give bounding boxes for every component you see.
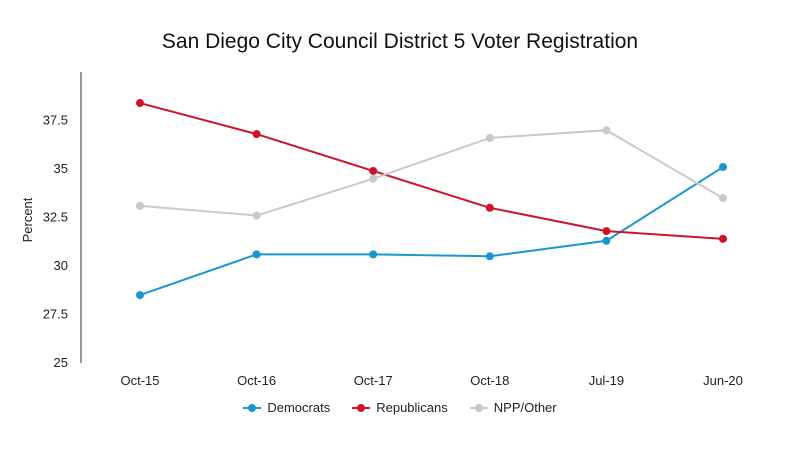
- legend-item-democrats: Democrats: [243, 400, 330, 415]
- x-tick-label: Oct-17: [354, 373, 393, 388]
- y-tick-label: 30: [54, 258, 68, 273]
- y-tick-label: 37.5: [43, 113, 68, 128]
- legend-swatch: [243, 403, 262, 413]
- data-point-republicans: [136, 99, 144, 108]
- series-line-npp-other: [139, 129, 724, 217]
- data-point-npp-other: [719, 194, 727, 203]
- data-point-republicans: [369, 166, 378, 175]
- data-point-npp-other: [136, 201, 144, 210]
- data-point-npp-other: [602, 126, 611, 135]
- y-tick-label: 25: [54, 355, 68, 370]
- data-point-npp-other: [252, 211, 261, 220]
- legend-swatch: [352, 403, 371, 413]
- data-point-democrats: [136, 291, 144, 300]
- series-layer: [136, 99, 727, 300]
- data-point-republicans: [719, 234, 727, 243]
- legend-label: NPP/Other: [493, 400, 557, 415]
- y-tick-label: 35: [54, 161, 68, 176]
- axes: 25 27.5 30 32.5 35 37.5 Oct-15 Oct-16 Oct-17 Oct-…: [43, 72, 743, 388]
- y-tick-label: 32.5: [43, 210, 68, 225]
- data-point-democrats: [602, 236, 611, 245]
- legend-label: Republicans: [376, 400, 448, 415]
- legend-item-republicans: Republicans: [352, 400, 448, 415]
- data-point-democrats: [252, 250, 261, 259]
- x-tick-label: Oct-18: [470, 373, 509, 388]
- y-axis-title: Percent: [20, 197, 35, 242]
- data-point-npp-other: [369, 174, 378, 183]
- legend: Democrats Republicans NPP/Other: [0, 400, 800, 415]
- legend-item-npp-other: NPP/Other: [469, 400, 557, 415]
- data-point-republicans: [485, 203, 494, 212]
- data-point-npp-other: [485, 133, 494, 142]
- data-point-republicans: [252, 130, 261, 139]
- chart-title: San Diego City Council District 5 Voter …: [161, 30, 639, 53]
- x-tick-label: Jun-20: [703, 373, 743, 388]
- legend-swatch: [469, 403, 488, 413]
- series-line-democrats: [139, 166, 724, 297]
- series-line-republicans: [139, 102, 724, 240]
- y-tick-label: 27.5: [43, 307, 68, 322]
- legend-label: Democrats: [267, 400, 331, 415]
- x-tick-label: Oct-15: [120, 373, 159, 388]
- data-point-republicans: [602, 227, 611, 236]
- data-point-democrats: [719, 163, 727, 172]
- data-point-democrats: [485, 252, 494, 261]
- x-tick-label: Oct-16: [237, 373, 276, 388]
- x-tick-label: Jul-19: [589, 373, 624, 388]
- data-point-democrats: [369, 250, 378, 259]
